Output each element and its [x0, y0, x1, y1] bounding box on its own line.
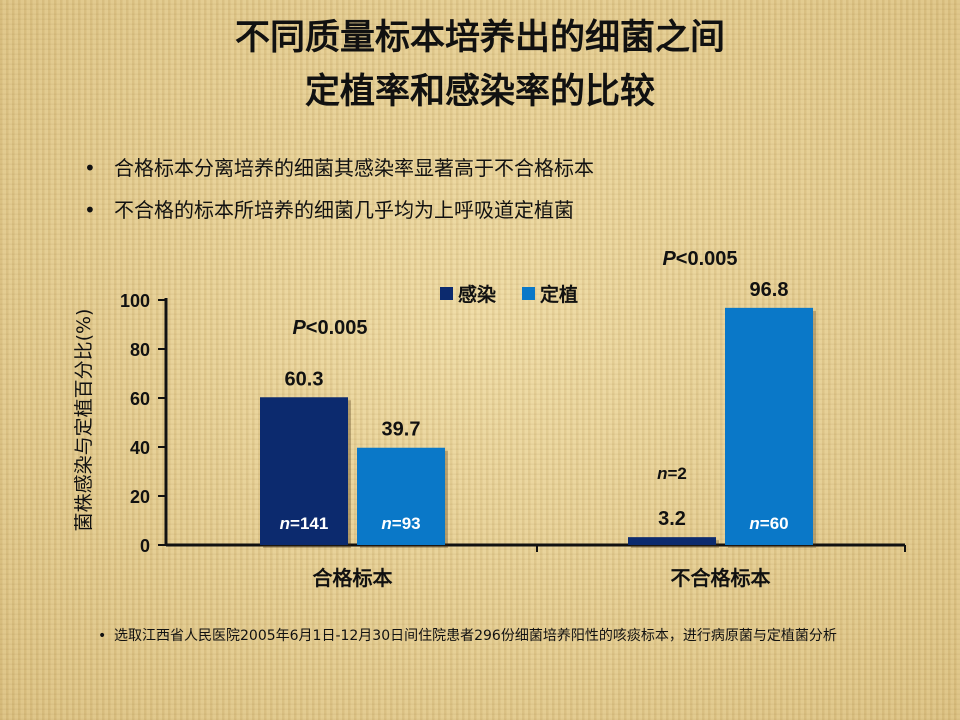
- data-label: 39.7: [382, 419, 421, 441]
- x-category-label: 不合格标本: [671, 566, 771, 590]
- legend-swatch: [522, 287, 535, 300]
- page-title-line-1: 不同质量标本培养出的细菌之间: [234, 18, 725, 58]
- n-label: n=60: [749, 514, 788, 533]
- y-tick-label: 0: [140, 536, 150, 556]
- data-label: 96.8: [750, 279, 789, 301]
- legend-label: 感染: [458, 283, 496, 306]
- bar-定植: [357, 447, 445, 545]
- y-tick-label: 80: [130, 340, 150, 360]
- n-label: n=141: [280, 514, 329, 533]
- p-value-label: P<0.005: [292, 317, 367, 339]
- n-label: n=2: [657, 464, 687, 483]
- bullet-text-2: 不合格的标本所培养的细菌几乎均为上呼吸道定植菌: [114, 198, 574, 222]
- bullet-dot-icon: •: [98, 628, 107, 644]
- bar-定植: [725, 307, 813, 545]
- bullet-item-2: • 不合格的标本所培养的细菌几乎均为上呼吸道定植菌: [84, 194, 574, 223]
- bullet-dot-icon: •: [84, 198, 96, 222]
- footnote-text: 选取江西省人民医院2005年6月1日-12月30日间住院患者296份细菌培养阳性…: [114, 628, 837, 644]
- y-axis-label: 菌株感染与定植百分比(%): [73, 309, 95, 532]
- bullet-dot-icon: •: [84, 156, 96, 180]
- data-label: 3.2: [658, 508, 686, 530]
- p-value-label: P<0.005: [662, 248, 737, 270]
- legend-swatch: [440, 287, 453, 300]
- page-title-line-2: 定植率和感染率的比较: [304, 72, 655, 112]
- footnote: • 选取江西省人民医院2005年6月1日-12月30日间住院患者296份细菌培养阳…: [98, 625, 837, 645]
- n-label: n=93: [381, 514, 420, 533]
- y-tick-label: 40: [130, 438, 150, 458]
- y-tick-label: 60: [130, 389, 150, 409]
- y-tick-label: 100: [120, 291, 150, 311]
- bar-感染: [260, 397, 348, 545]
- y-tick-label: 20: [130, 487, 150, 507]
- bullet-item-1: • 合格标本分离培养的细菌其感染率显著高于不合格标本: [84, 152, 594, 181]
- data-label: 60.3: [285, 368, 324, 390]
- bullet-text-1: 合格标本分离培养的细菌其感染率显著高于不合格标本: [114, 156, 594, 180]
- x-category-label: 合格标本: [313, 566, 393, 590]
- bar-感染: [628, 537, 716, 545]
- legend-label: 定植: [540, 283, 578, 306]
